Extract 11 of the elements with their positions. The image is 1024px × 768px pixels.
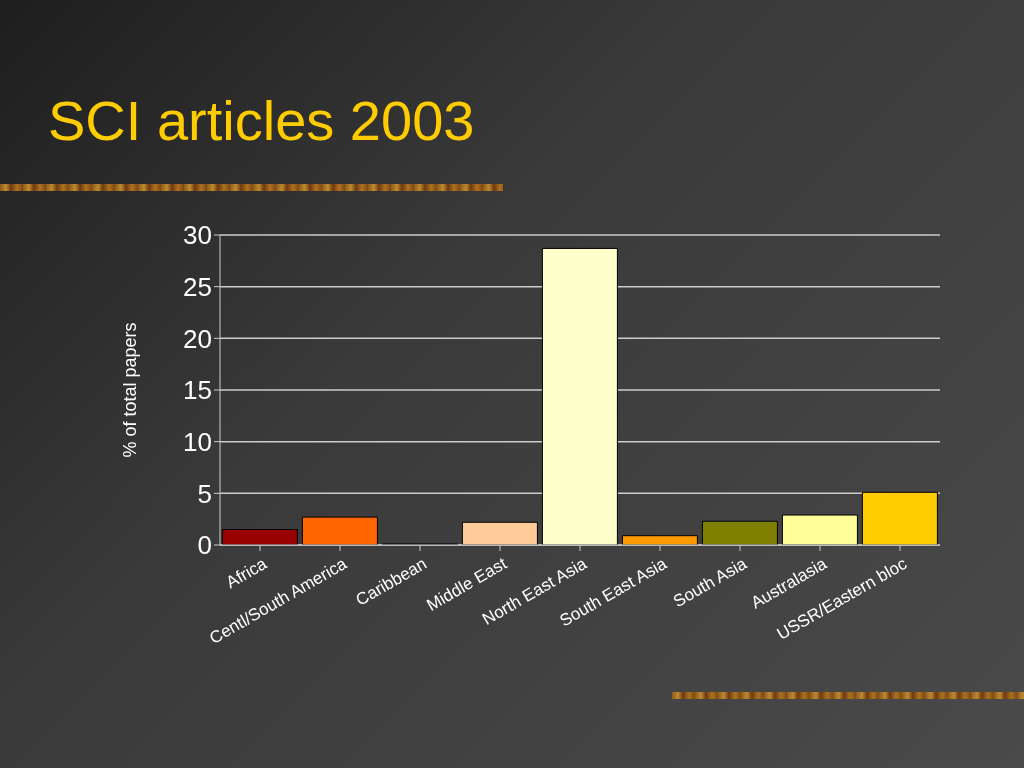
y-tick-label: 30: [183, 220, 212, 251]
chart-title: SCI articles 2003: [48, 88, 475, 153]
y-tick-label: 0: [197, 530, 212, 561]
y-axis-title: % of total papers: [120, 322, 141, 458]
y-tick-label: 15: [183, 375, 212, 406]
x-tick-label: South Asia: [670, 553, 751, 612]
y-tick-label: 5: [197, 478, 212, 509]
y-tick-label: 25: [183, 271, 212, 302]
y-tick-label: 10: [183, 426, 212, 457]
y-tick-label: 20: [183, 323, 212, 354]
x-tick-label: Africa: [222, 553, 271, 593]
